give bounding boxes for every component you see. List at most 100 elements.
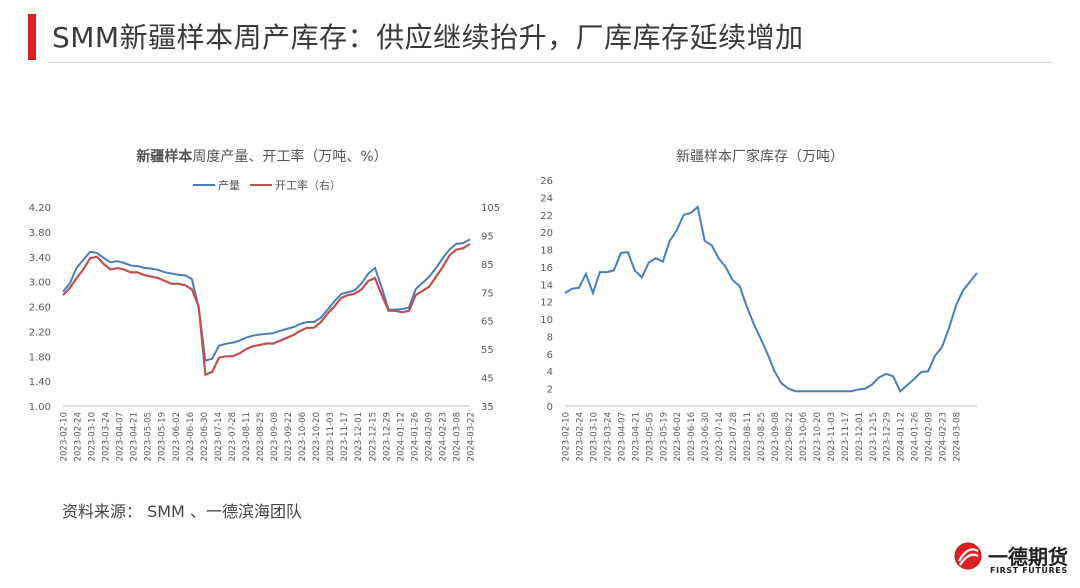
right-x-tick-label: 2023-04-07 — [617, 412, 627, 461]
first-futures-logo-icon — [954, 542, 982, 570]
logo-text-cn: 一德期货 — [988, 545, 1068, 569]
left-y2-tick-label: 55 — [481, 345, 494, 356]
right-x-tick-label: 2023-08-25 — [757, 412, 767, 461]
left-legend: 产量 开工率（右） — [193, 178, 341, 192]
right-x-tick-label: 2024-03-08 — [953, 412, 963, 461]
left-x-tick-label: 2023-03-10 — [88, 412, 98, 461]
right-x-tick-label: 2023-02-24 — [575, 412, 585, 461]
left-x-tick-label: 2023-08-11 — [242, 412, 252, 461]
right-series-inventory-line — [564, 205, 978, 393]
left-x-tick-label: 2023-12-29 — [382, 412, 392, 461]
right-x-tick-label: 2024-02-23 — [939, 412, 949, 461]
right-y-tick-label: 26 — [540, 176, 553, 187]
source-note: 资料来源： SMM 、一德滨海团队 — [62, 502, 302, 521]
left-x-tick-label: 2023-06-30 — [200, 412, 210, 461]
left-x-tick-label: 2023-09-22 — [284, 412, 294, 461]
right-x-tick-label: 2023-12-15 — [869, 412, 879, 461]
left-y2-tick-label: 75 — [481, 288, 494, 299]
left-x-tick-label: 2023-08-25 — [256, 412, 266, 461]
right-x-tick-label: 2023-06-16 — [687, 412, 697, 461]
right-x-tick-label: 2023-09-22 — [785, 412, 795, 461]
right-x-tick-label: 2023-03-10 — [589, 412, 599, 461]
legend-label-output: 产量 — [218, 178, 240, 192]
left-chart-title-bold: 新疆样本 — [136, 148, 193, 165]
left-y-tick-label: 4.20 — [29, 203, 51, 214]
left-x-tick-label: 2024-03-22 — [467, 412, 477, 461]
right-x-tick-label: 2023-05-19 — [659, 412, 669, 461]
left-chart-title: 新疆样本周度产量、开工率（万吨、%） — [136, 148, 387, 165]
right-x-tick-label: 2023-08-11 — [743, 412, 753, 461]
left-x-tick-label: 2023-10-20 — [312, 412, 322, 461]
right-x-tick-label: 2024-01-26 — [911, 412, 921, 461]
right-y-tick-label: 18 — [540, 246, 553, 257]
left-x-axis-ticks: 2023-02-10 2023-02-24 2023-03-10 2023-03-24… — [60, 412, 477, 461]
left-y-tick-label: 3.00 — [29, 278, 51, 289]
title-accent-bar — [28, 14, 36, 60]
left-x-tick-label: 2023-06-02 — [172, 412, 182, 461]
right-x-tick-label: 2023-02-10 — [562, 412, 572, 461]
right-x-tick-label: 2023-11-17 — [841, 412, 851, 461]
left-x-tick-label: 2023-02-10 — [60, 412, 70, 461]
right-y-tick-label: 12 — [540, 298, 553, 309]
left-x-tick-label: 2024-03-08 — [452, 412, 462, 461]
left-y-axis-ticks: 4.20 3.80 3.40 3.00 2.60 2.20 1.80 1.40 1.00 — [29, 203, 51, 413]
right-y-tick-label: 20 — [540, 228, 553, 239]
right-x-axis-ticks: 2023-02-10 2023-02-24 2023-03-10 2023-03-24… — [562, 412, 963, 461]
left-y-tick-label: 1.40 — [29, 377, 51, 388]
left-y-tick-label: 3.40 — [29, 253, 51, 264]
right-x-tick-label: 2023-04-21 — [631, 412, 641, 461]
left-y2-tick-label: 45 — [481, 374, 494, 385]
right-y-tick-label: 22 — [540, 211, 553, 222]
right-x-tick-label: 2023-10-06 — [799, 412, 809, 461]
right-y-tick-label: 14 — [540, 280, 553, 291]
right-x-tick-label: 2023-07-28 — [729, 412, 739, 461]
left-x-tick-label: 2023-05-05 — [144, 412, 154, 461]
right-x-tick-label: 2023-06-02 — [673, 412, 683, 461]
left-y-tick-label: 1.80 — [29, 352, 51, 363]
left-x-tick-label: 2023-10-06 — [298, 412, 308, 461]
right-x-tick-label: 2023-07-14 — [715, 412, 725, 461]
left-y-tick-label: 2.20 — [29, 327, 51, 338]
left-x-tick-label: 2023-04-21 — [130, 412, 140, 461]
left-x-tick-label: 2023-09-08 — [270, 412, 280, 461]
right-y-tick-label: 16 — [540, 263, 553, 274]
left-y2-tick-label: 95 — [481, 231, 494, 242]
right-y-tick-label: 6 — [547, 350, 553, 361]
right-x-tick-label: 2023-12-01 — [855, 412, 865, 461]
right-x-tick-label: 2023-06-30 — [701, 412, 711, 461]
left-y2-tick-label: 35 — [481, 402, 494, 413]
right-x-tick-label: 2024-02-09 — [925, 412, 935, 461]
title-divider — [48, 62, 1052, 63]
left-y-tick-label: 1.00 — [29, 402, 51, 413]
right-y-tick-label: 0 — [547, 402, 553, 413]
left-x-tick-label: 2023-11-17 — [340, 412, 350, 461]
logo-text-en: FIRST FUTURES — [990, 566, 1068, 575]
right-x-tick-label: 2023-11-03 — [827, 412, 837, 461]
right-x-tick-label: 2023-10-20 — [813, 412, 823, 461]
left-series-utilization-line — [62, 243, 471, 377]
left-y2-tick-label: 65 — [481, 317, 494, 328]
right-y-tick-label: 8 — [547, 332, 553, 343]
left-y-tick-label: 3.80 — [29, 228, 51, 239]
right-y-tick-label: 2 — [547, 385, 553, 396]
left-chart-title-rest: 周度产量、开工率（万吨、%） — [192, 148, 387, 165]
page-title: SMM新疆样本周产库存：供应继续抬升，厂库库存延续增加 — [52, 21, 804, 54]
right-chart-title: 新疆样本厂家库存（万吨） — [676, 148, 844, 165]
legend-label-utilization: 开工率（右） — [275, 178, 341, 192]
left-y-tick-label: 2.60 — [29, 303, 51, 314]
left-x-tick-label: 2024-02-23 — [438, 412, 448, 461]
right-y-tick-label: 10 — [540, 315, 553, 326]
left-x-tick-label: 2024-01-12 — [396, 412, 406, 461]
left-x-tick-label: 2023-11-03 — [326, 412, 336, 461]
right-y-tick-label: 24 — [540, 193, 553, 204]
left-x-tick-label: 2023-06-16 — [186, 412, 196, 461]
right-x-tick-label: 2023-03-24 — [603, 412, 613, 461]
left-x-tick-label: 2023-05-19 — [158, 412, 168, 461]
left-x-tick-label: 2024-01-26 — [410, 412, 420, 461]
right-y-tick-label: 4 — [547, 367, 553, 378]
left-x-tick-label: 2023-02-24 — [74, 412, 84, 461]
left-x-tick-label: 2023-12-15 — [368, 412, 378, 461]
left-x-tick-label: 2023-12-01 — [354, 412, 364, 461]
left-y2-tick-label: 85 — [481, 260, 494, 271]
